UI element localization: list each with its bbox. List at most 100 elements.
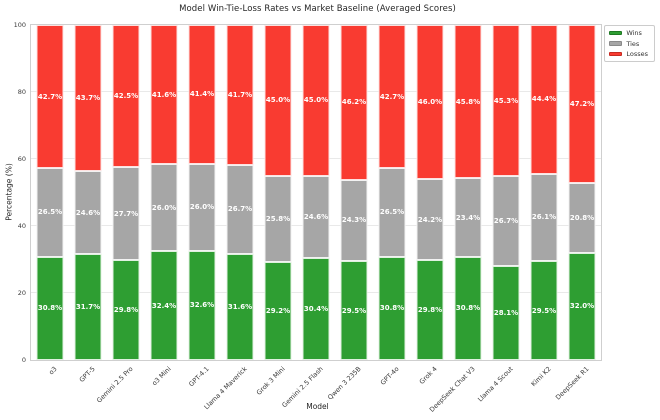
ties-value-label: 24.6% (75, 208, 101, 217)
losses-segment: 45.0% (264, 25, 292, 176)
x-tick-label: Qwen 3 235B (326, 365, 363, 402)
stacked-bar: 29.5% 24.3% 46.2% (340, 25, 368, 360)
losses-segment: 42.7% (378, 25, 406, 169)
x-tick-label: GPT-4.1 (187, 365, 211, 389)
losses-segment: 46.2% (340, 25, 368, 180)
wins-segment: 32.4% (150, 251, 178, 360)
wins-value-label: 29.8% (417, 306, 443, 315)
wins-value-label: 31.6% (227, 303, 253, 312)
stacked-bar: 31.7% 24.6% 43.7% (74, 25, 102, 360)
bar-group: 31.6% 26.7% 41.7% (221, 25, 259, 360)
bars-container: 30.8% 26.5% 42.7% 31.7% 24.6% 43.7% 29.8% 27.7%… (31, 24, 601, 360)
legend-entry-losses: Losses (609, 50, 648, 58)
legend-label: Ties (626, 39, 640, 48)
ties-value-label: 26.0% (189, 203, 215, 212)
wins-value-label: 32.0% (569, 302, 595, 311)
losses-value-label: 45.0% (303, 96, 329, 105)
stacked-bar: 32.6% 26.0% 41.4% (188, 25, 216, 360)
bar-group: 30.8% 23.4% 45.8% (449, 25, 487, 360)
losses-value-label: 42.7% (37, 92, 63, 101)
ties-value-label: 26.1% (531, 213, 557, 222)
bar-group: 29.2% 25.8% 45.0% (259, 25, 297, 360)
bar-group: 29.5% 24.3% 46.2% (335, 25, 373, 360)
losses-segment: 41.6% (150, 25, 178, 165)
wins-segment: 29.2% (264, 262, 292, 360)
wins-value-label: 29.5% (531, 306, 557, 315)
ties-segment: 24.6% (74, 171, 102, 254)
wins-segment: 31.6% (226, 254, 254, 360)
bar-group: 32.4% 26.0% 41.6% (145, 25, 183, 360)
ties-segment: 26.1% (530, 173, 558, 262)
legend-entry-ties: Ties (609, 40, 648, 48)
ties-segment: 26.0% (188, 163, 216, 251)
wins-segment: 29.8% (112, 260, 140, 360)
ties-value-label: 24.3% (341, 216, 367, 225)
losses-value-label: 42.7% (379, 92, 405, 101)
wins-swatch-icon (609, 30, 623, 36)
ties-segment: 24.2% (416, 179, 444, 261)
stacked-bar: 29.8% 24.2% 46.0% (416, 25, 444, 360)
bar-group: 30.8% 26.5% 42.7% (31, 25, 69, 360)
losses-segment: 47.2% (568, 25, 596, 184)
legend: Wins Ties Losses (604, 25, 655, 62)
ties-value-label: 26.7% (227, 205, 253, 214)
x-tick-label: Grok 3 Mini (254, 365, 287, 397)
losses-value-label: 42.5% (113, 92, 139, 101)
wins-value-label: 30.8% (379, 304, 405, 313)
ties-segment: 24.6% (302, 175, 330, 259)
wins-value-label: 32.6% (189, 301, 215, 310)
ties-segment: 26.7% (492, 176, 520, 266)
stacked-bar: 30.8% 26.5% 42.7% (36, 25, 64, 360)
losses-value-label: 45.3% (493, 96, 519, 105)
y-tick-label: 20 (17, 289, 26, 297)
losses-segment: 41.7% (226, 25, 254, 165)
x-axis-label: Model (306, 402, 329, 411)
plot-area: 30.8% 26.5% 42.7% 31.7% 24.6% 43.7% 29.8% 27.7%… (14, 21, 602, 414)
ties-segment: 26.5% (36, 168, 64, 257)
ties-value-label: 24.2% (417, 215, 443, 224)
losses-value-label: 46.2% (341, 98, 367, 107)
losses-segment: 42.7% (36, 25, 64, 169)
bar-group: 30.8% 26.5% 42.7% (373, 25, 411, 360)
wins-value-label: 29.5% (341, 306, 367, 315)
legend-entry-wins: Wins (609, 29, 648, 37)
losses-value-label: 43.7% (75, 94, 101, 103)
wins-segment: 28.1% (492, 265, 520, 360)
losses-value-label: 41.4% (189, 90, 215, 99)
ties-value-label: 27.7% (113, 209, 139, 218)
ties-segment: 26.7% (226, 164, 254, 255)
stacked-bar: 30.4% 24.6% 45.0% (302, 25, 330, 360)
losses-segment: 46.0% (416, 25, 444, 180)
bar-group: 30.4% 24.6% 45.0% (297, 25, 335, 360)
ties-value-label: 26.5% (379, 208, 405, 217)
wins-segment: 29.5% (340, 261, 368, 360)
wins-value-label: 30.8% (37, 304, 63, 313)
losses-segment: 44.4% (530, 25, 558, 174)
losses-value-label: 41.7% (227, 90, 253, 99)
wins-segment: 30.8% (454, 256, 482, 360)
stacked-bar: 32.0% 20.8% 47.2% (568, 25, 596, 360)
ties-segment: 26.5% (378, 168, 406, 257)
ties-value-label: 23.4% (455, 213, 481, 222)
x-tick-label: Gemini 2.5 Pro (95, 365, 135, 405)
ties-segment: 23.4% (454, 178, 482, 257)
wins-value-label: 28.1% (493, 308, 519, 317)
losses-value-label: 41.6% (151, 90, 177, 99)
x-tick-label: GPT-5 (77, 365, 97, 384)
wins-segment: 30.4% (302, 258, 330, 360)
ties-segment: 20.8% (568, 183, 596, 253)
x-tick-label: DeepSeek R1 (554, 365, 591, 402)
ties-segment: 25.8% (264, 175, 292, 263)
y-tick-label: 60 (17, 155, 26, 163)
y-tick-label: 80 (17, 88, 26, 96)
stacked-bar: 29.2% 25.8% 45.0% (264, 25, 292, 360)
wins-segment: 29.8% (416, 260, 444, 360)
legend-label: Wins (626, 29, 642, 37)
losses-value-label: 44.4% (531, 95, 557, 104)
wins-value-label: 30.8% (455, 304, 481, 313)
wins-segment: 31.7% (74, 253, 102, 360)
losses-segment: 42.5% (112, 25, 140, 168)
bar-group: 29.5% 26.1% 44.4% (525, 25, 563, 360)
y-axis-label: Percentage (%) (4, 163, 14, 221)
stacked-bar: 29.5% 26.1% 44.4% (530, 25, 558, 360)
